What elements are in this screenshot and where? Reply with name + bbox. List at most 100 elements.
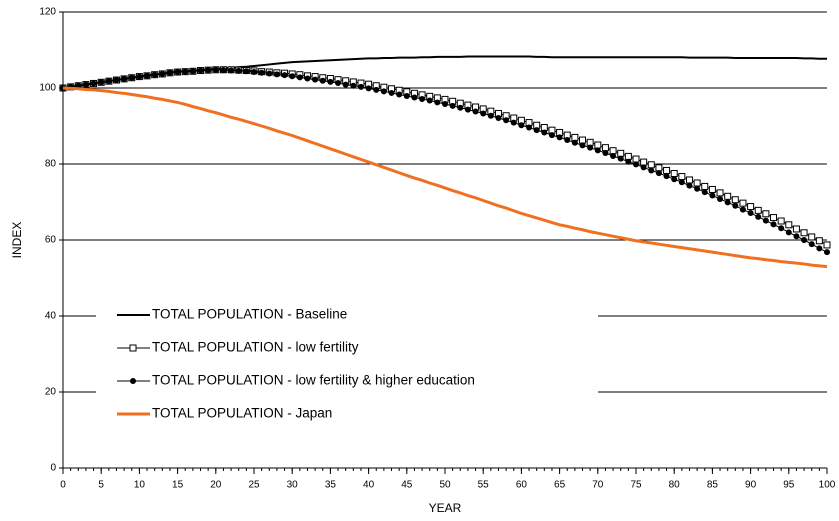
x-tick-label: 70	[592, 480, 604, 491]
point-marker	[617, 149, 625, 157]
legend-label: TOTAL POPULATION - low fertility	[152, 340, 359, 355]
point-marker	[777, 217, 785, 225]
x-tick-label: 50	[439, 480, 451, 491]
point-marker	[747, 210, 754, 217]
point-marker	[624, 152, 632, 160]
point-marker	[121, 75, 128, 82]
legend: TOTAL POPULATION - Baseline TOTAL POPULAT…	[96, 298, 598, 428]
legend-label: TOTAL POPULATION - Baseline	[152, 307, 347, 322]
point-marker	[82, 81, 89, 88]
point-marker	[442, 100, 448, 107]
point-marker	[625, 158, 632, 165]
legend-marker	[130, 378, 136, 384]
point-marker	[586, 138, 594, 146]
x-tick-label: 90	[745, 480, 757, 491]
point-marker	[731, 196, 739, 204]
x-tick-label: 45	[401, 480, 413, 491]
y-tick-label: 40	[45, 311, 57, 322]
point-marker	[724, 199, 731, 206]
y-tick-label: 20	[45, 387, 57, 398]
point-marker	[304, 75, 311, 82]
point-marker	[678, 179, 685, 186]
point-marker	[403, 92, 410, 99]
point-marker	[732, 202, 739, 209]
x-tick-label: 95	[783, 480, 795, 491]
point-marker	[648, 167, 655, 174]
x-tick-label: 0	[60, 480, 66, 491]
point-marker	[105, 78, 112, 85]
point-marker	[663, 173, 670, 180]
point-marker	[571, 139, 578, 146]
point-marker	[296, 74, 303, 81]
point-marker	[640, 164, 647, 171]
x-tick-label: 25	[248, 480, 260, 491]
point-marker	[824, 249, 830, 256]
y-tick-label: 80	[45, 159, 57, 170]
point-marker	[716, 189, 724, 197]
point-marker	[174, 69, 181, 76]
point-marker	[747, 203, 755, 211]
point-marker	[739, 206, 746, 213]
point-marker	[663, 166, 671, 174]
point-marker	[785, 221, 793, 229]
y-tick-label: 60	[45, 235, 57, 246]
point-marker	[258, 69, 265, 76]
point-marker	[693, 179, 701, 187]
x-tick-label: 65	[554, 480, 566, 491]
point-marker	[151, 71, 158, 78]
point-marker	[480, 110, 487, 117]
point-marker	[548, 132, 555, 139]
point-marker	[678, 173, 686, 181]
point-marker	[487, 112, 494, 119]
point-marker	[327, 78, 334, 85]
legend-label: TOTAL POPULATION - low fertility & highe…	[152, 373, 475, 388]
point-marker	[770, 221, 777, 228]
x-tick-label: 5	[98, 480, 104, 491]
y-tick-label: 0	[50, 463, 56, 474]
x-tick-label: 85	[707, 480, 719, 491]
x-axis-title: YEAR	[429, 501, 462, 515]
y-tick-label: 100	[39, 83, 56, 94]
point-marker	[350, 82, 357, 89]
point-marker	[724, 192, 732, 200]
point-marker	[640, 158, 648, 166]
point-marker	[533, 127, 540, 134]
point-marker	[365, 85, 372, 92]
legend-marker	[129, 344, 137, 352]
point-marker	[655, 164, 663, 172]
point-marker	[670, 170, 678, 177]
point-marker	[220, 67, 227, 74]
point-marker	[228, 67, 235, 74]
point-marker	[610, 153, 617, 160]
x-tick-label: 80	[669, 480, 681, 491]
point-marker	[434, 99, 441, 106]
point-marker	[449, 102, 456, 109]
point-marker	[128, 74, 135, 81]
point-marker	[815, 237, 823, 245]
point-marker	[472, 108, 479, 115]
point-marker	[98, 79, 105, 86]
point-marker	[373, 86, 380, 93]
point-marker	[785, 229, 792, 236]
point-marker	[464, 106, 471, 113]
point-marker	[594, 141, 602, 149]
point-marker	[594, 147, 601, 154]
point-marker	[541, 129, 548, 136]
point-marker	[792, 225, 800, 233]
point-marker	[701, 189, 708, 196]
x-tick-label: 10	[134, 480, 146, 491]
point-marker	[564, 137, 571, 144]
point-marker	[685, 176, 693, 184]
y-axis-title: INDEX	[10, 222, 24, 259]
point-marker	[816, 245, 823, 252]
point-marker	[159, 70, 166, 77]
point-marker	[182, 68, 189, 75]
point-marker	[342, 81, 349, 88]
x-tick-label: 35	[325, 480, 337, 491]
point-marker	[739, 199, 747, 207]
point-marker	[755, 213, 762, 220]
point-marker	[800, 229, 808, 237]
point-marker	[671, 176, 678, 183]
point-marker	[601, 144, 609, 152]
